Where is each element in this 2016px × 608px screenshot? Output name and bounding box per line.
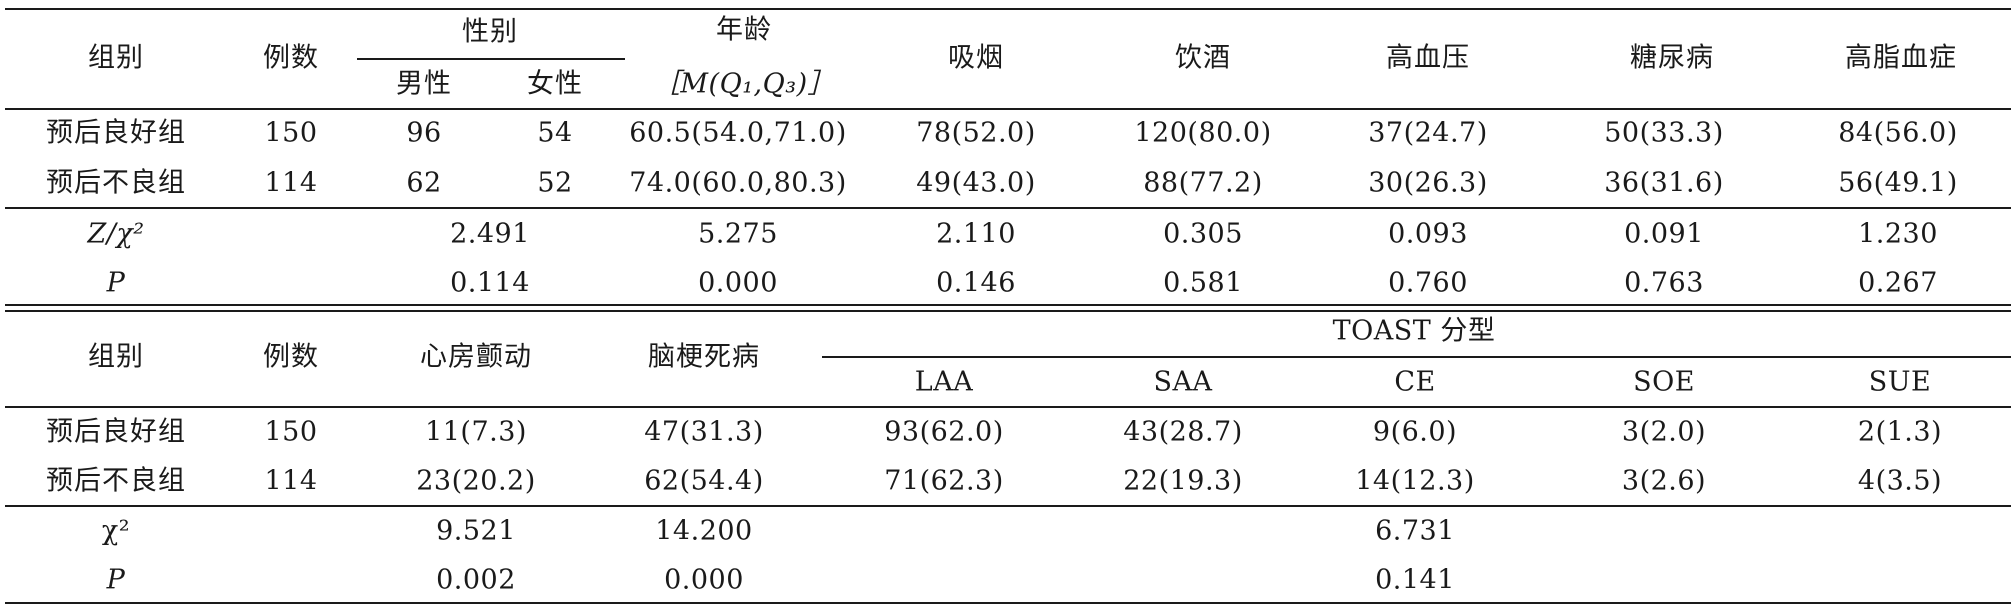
row3-saa: 43(28.7): [1123, 416, 1243, 448]
row2-female: 52: [537, 167, 573, 199]
row1-hypertension: 37(24.7): [1368, 117, 1488, 149]
data-stats-separator: [5, 207, 2011, 209]
row4-cerebral-infarction: 62(54.4): [644, 465, 764, 497]
row3-sue: 2(1.3): [1857, 416, 1943, 448]
row1-female: 54: [537, 117, 573, 149]
header2-sue: SUE: [1868, 366, 1932, 398]
header2-group: 组别: [88, 341, 144, 373]
row1-diabetes: 50(33.3): [1604, 117, 1724, 149]
bottom-border: [5, 602, 2011, 604]
row3-laa: 93(62.0): [884, 416, 1004, 448]
row4-af: 23(20.2): [416, 465, 536, 497]
header2-af: 心房颤动: [420, 341, 532, 373]
header2-ce: CE: [1394, 366, 1436, 398]
top-border: [5, 8, 2011, 10]
stat2-chi-label: χ²: [101, 515, 131, 547]
data2-stats-separator: [5, 505, 2011, 507]
header-drinking: 饮酒: [1175, 42, 1231, 74]
row1-drinking: 120(80.0): [1134, 117, 1272, 149]
stat2-chi-cerebral-infarction: 14.200: [655, 515, 753, 547]
header-age-stat: ［M(Q₁,Q₃)］: [652, 68, 836, 100]
stat-z-sex: 2.491: [450, 218, 530, 250]
row2-diabetes: 36(31.6): [1604, 167, 1724, 199]
row2-age: 74.0(60.0,80.3): [629, 167, 847, 199]
row4-soe: 3(2.6): [1621, 465, 1707, 497]
header-bottom-rule: [5, 108, 2011, 110]
section-divider-bottom: [5, 310, 2011, 312]
stat-p-hypertension: 0.760: [1388, 267, 1468, 299]
stat-z-label: Z/χ²: [87, 218, 145, 250]
stat2-p-toast: 0.141: [1375, 564, 1455, 596]
row4-count: 114: [264, 465, 318, 497]
header-hypertension: 高血压: [1386, 42, 1470, 74]
row1-age: 60.5(54.0,71.0): [629, 117, 847, 149]
row3-count: 150: [264, 416, 318, 448]
row3-soe: 3(2.0): [1621, 416, 1707, 448]
stat2-chi-af: 9.521: [436, 515, 516, 547]
row1-male: 96: [406, 117, 442, 149]
stat-p-age: 0.000: [698, 267, 778, 299]
header-female: 女性: [527, 68, 583, 100]
row4-group: 预后不良组: [46, 465, 186, 497]
row3-cerebral-infarction: 47(31.3): [644, 416, 764, 448]
stat-z-smoking: 2.110: [936, 218, 1016, 250]
row3-ce: 9(6.0): [1372, 416, 1458, 448]
row3-af: 11(7.3): [425, 416, 527, 448]
header2-saa: SAA: [1153, 366, 1213, 398]
stat-z-age: 5.275: [698, 218, 778, 250]
stat2-chi-toast: 6.731: [1375, 515, 1455, 547]
row2-hypertension: 30(26.3): [1368, 167, 1488, 199]
row4-sue: 4(3.5): [1857, 465, 1943, 497]
row1-smoking: 78(52.0): [916, 117, 1036, 149]
header-male: 男性: [396, 68, 452, 100]
stat2-p-label: P: [106, 564, 126, 596]
header2-soe: SOE: [1633, 366, 1695, 398]
row2-group: 预后不良组: [46, 167, 186, 199]
stat-p-label: P: [106, 267, 126, 299]
header-age: 年龄: [716, 14, 772, 46]
row4-laa: 71(62.3): [884, 465, 1004, 497]
row1-group: 预后良好组: [46, 117, 186, 149]
header-smoking: 吸烟: [948, 42, 1004, 74]
stat2-p-af: 0.002: [436, 564, 516, 596]
toast-subheader-rule: [822, 356, 2011, 358]
stat2-p-cerebral-infarction: 0.000: [664, 564, 744, 596]
section-divider-top: [5, 304, 2011, 306]
header-group: 组别: [88, 42, 144, 74]
header-count: 例数: [263, 42, 319, 74]
header-sex: 性别: [462, 16, 518, 48]
row4-ce: 14(12.3): [1355, 465, 1475, 497]
header2-laa: LAA: [914, 366, 974, 398]
row1-count: 150: [264, 117, 318, 149]
stat-z-diabetes: 0.091: [1624, 218, 1704, 250]
header-hyperlipidemia: 高脂血症: [1845, 42, 1957, 74]
row1-hyperlipidemia: 84(56.0): [1838, 117, 1958, 149]
stat-p-sex: 0.114: [450, 267, 530, 299]
stat-p-diabetes: 0.763: [1624, 267, 1704, 299]
header2-cerebral-infarction: 脑梗死病: [648, 341, 760, 373]
header2-count: 例数: [263, 341, 319, 373]
row2-drinking: 88(77.2): [1143, 167, 1263, 199]
row2-male: 62: [406, 167, 442, 199]
sex-subheader-rule: [357, 58, 625, 60]
stat-p-smoking: 0.146: [936, 267, 1016, 299]
header2-bottom-rule: [5, 406, 2011, 408]
stat-z-hyperlipidemia: 1.230: [1858, 218, 1938, 250]
stat-p-hyperlipidemia: 0.267: [1858, 267, 1938, 299]
row3-group: 预后良好组: [46, 416, 186, 448]
stat-z-hypertension: 0.093: [1388, 218, 1468, 250]
header2-toast: TOAST 分型: [1332, 315, 1496, 347]
row2-hyperlipidemia: 56(49.1): [1838, 167, 1958, 199]
header-diabetes: 糖尿病: [1630, 42, 1714, 74]
row2-smoking: 49(43.0): [916, 167, 1036, 199]
row2-count: 114: [264, 167, 318, 199]
stat-p-drinking: 0.581: [1163, 267, 1243, 299]
stat-z-drinking: 0.305: [1163, 218, 1243, 250]
row4-saa: 22(19.3): [1123, 465, 1243, 497]
